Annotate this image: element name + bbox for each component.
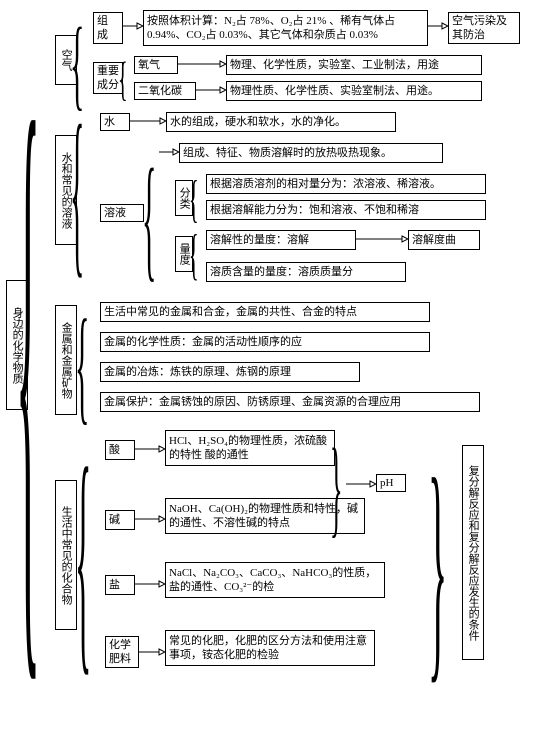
salt-desc: NaCl、Na₂CO₃、CaCO₃、NaHCO₃的性质，盐的通性、CO₃²⁻的检 xyxy=(165,562,385,598)
metal-l2: 金属的化学性质：金属的活动性顺序的应 xyxy=(100,332,430,352)
sol-intro: 组成、特征、物质溶解时的放热吸热现象。 xyxy=(179,143,443,163)
o2-desc: 物理、化学性质，实验室、工业制法，用途 xyxy=(226,55,482,75)
air-node: 空气 xyxy=(55,35,77,85)
air-comp-label: 组成 xyxy=(93,12,123,44)
water-node: 水和常见的溶液 xyxy=(55,135,77,245)
base-desc: NaOH、Ca(OH)₂的物理性质和特性，碱的通性、不溶性碱的特点 xyxy=(165,498,365,534)
metal-l1: 生活中常见的金属和合金，金属的共性、合金的特点 xyxy=(100,302,430,322)
side-brace: } xyxy=(428,420,447,711)
class-label: 分类 xyxy=(175,180,193,216)
arrow-ph xyxy=(346,480,376,490)
fert-desc: 常见的化肥，化肥的区分方法和使用注意事项，铵态化肥的检验 xyxy=(165,630,375,666)
solution-brace: { xyxy=(142,144,156,300)
air-important-label: 重要成分 xyxy=(93,62,123,94)
measure2: 溶质含量的量度：溶质质量分 xyxy=(206,262,406,282)
compound-brace: { xyxy=(75,426,91,707)
base-node: 碱 xyxy=(105,510,135,530)
arrow-co2 xyxy=(196,86,226,96)
class1: 根据溶质溶剂的相对量分为：浓溶液、稀溶液。 xyxy=(206,174,486,194)
arrow-base xyxy=(135,515,165,525)
side-node: 复分解反应和复分解反应发生的条件 xyxy=(462,445,484,660)
class2: 根据溶解能力分为：饱和溶液、不饱和稀溶 xyxy=(206,200,486,220)
acid-node: 酸 xyxy=(105,440,135,460)
solution-node: 溶液 xyxy=(100,204,144,222)
arrow-measure1 xyxy=(356,235,408,245)
co2-node: 二氧化碳 xyxy=(134,82,196,100)
metal-l4: 金属保护：金属锈蚀的原因、防锈原理、金属资源的合理应用 xyxy=(100,392,480,412)
metal-node: 金属和金属矿物 xyxy=(55,305,77,415)
measure1b: 溶解度曲 xyxy=(408,230,480,250)
air-pollution: 空气污染及其防治 xyxy=(448,12,520,44)
fert-node: 化学肥料 xyxy=(105,636,139,668)
air-comp-text: 按照体积计算：N₂占 78%、O₂占 21% 、稀有气体占 0.94%、CO₂占… xyxy=(143,10,428,46)
arrow-o2 xyxy=(178,60,226,70)
metal-l3: 金属的冶炼：炼铁的原理、炼钢的原理 xyxy=(100,362,360,382)
measure1: 溶解性的量度：溶解 xyxy=(206,230,356,250)
arrow-water xyxy=(130,117,166,127)
measure-label: 量度 xyxy=(175,236,193,272)
arrow-salt xyxy=(135,580,165,590)
water-desc: 水的组成，硬水和软水，水的净化。 xyxy=(166,112,396,132)
root-node: 身边的化学物质 xyxy=(6,280,28,410)
compound-node: 生活中常见的化合物 xyxy=(55,480,77,630)
arrow-comp xyxy=(123,22,143,32)
salt-node: 盐 xyxy=(105,575,135,595)
ph-node: pH xyxy=(376,474,406,492)
metal-brace: { xyxy=(75,296,89,442)
arrow-sol-intro xyxy=(159,148,179,158)
water-sub: 水 xyxy=(100,113,130,131)
arrow-pollution xyxy=(428,22,448,32)
co2-desc: 物理性质、化学性质、实验室制法、用途。 xyxy=(226,81,482,101)
acid-desc: HCl、H₂SO₄的物理性质，浓硫酸的特性 酸的通性 xyxy=(165,430,335,466)
o2-node: 氧气 xyxy=(134,56,178,74)
arrow-fert xyxy=(139,648,165,658)
arrow-acid xyxy=(135,445,165,455)
